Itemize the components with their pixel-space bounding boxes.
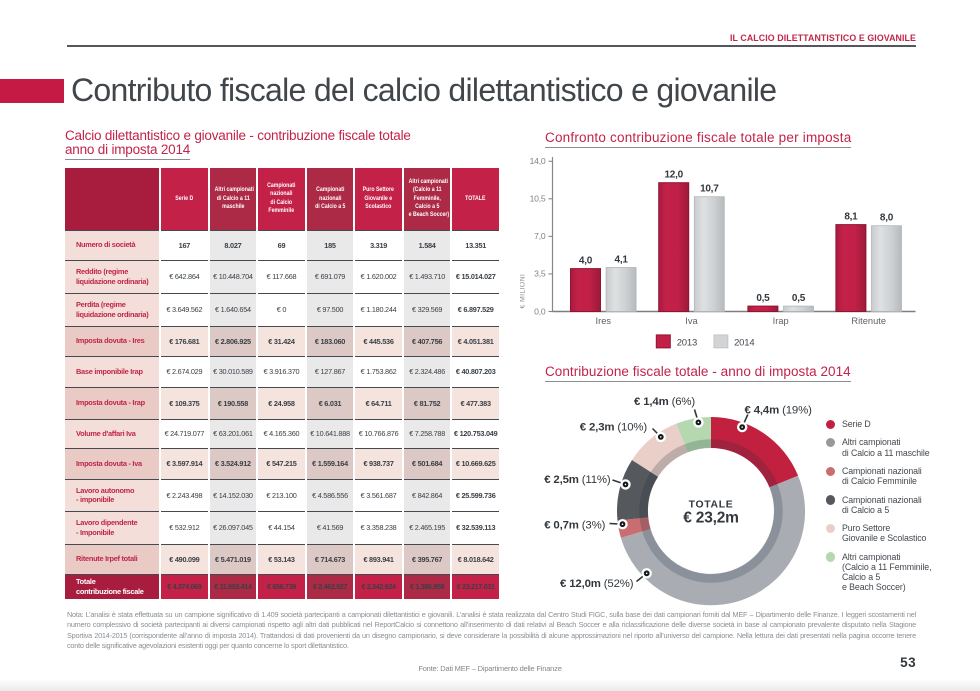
svg-text:Ires: Ires xyxy=(596,316,612,326)
svg-text:12,0: 12,0 xyxy=(664,170,683,181)
svg-text:€ 2,5m (11%): € 2,5m (11%) xyxy=(544,474,611,486)
svg-text:2013: 2013 xyxy=(677,337,697,348)
svg-text:Iva: Iva xyxy=(685,316,698,326)
svg-text:€ MILIONI: € MILIONI xyxy=(520,274,527,309)
svg-text:€ 1,4m (6%): € 1,4m (6%) xyxy=(634,396,695,408)
svg-text:€ 12,0m (52%): € 12,0m (52%) xyxy=(560,578,634,590)
svg-text:€ 23,2m: € 23,2m xyxy=(683,510,738,527)
svg-text:2014: 2014 xyxy=(734,337,754,348)
svg-text:€ 2,3m (10%): € 2,3m (10%) xyxy=(580,421,648,433)
svg-text:10,7: 10,7 xyxy=(700,184,719,195)
svg-text:0,5: 0,5 xyxy=(792,293,806,304)
svg-text:3,5: 3,5 xyxy=(534,269,546,279)
svg-text:8,0: 8,0 xyxy=(880,213,894,224)
svg-text:Ritenute: Ritenute xyxy=(851,316,886,326)
svg-text:4,1: 4,1 xyxy=(615,255,629,266)
svg-text:Irap: Irap xyxy=(773,316,789,326)
svg-text:4,0: 4,0 xyxy=(579,256,593,267)
svg-text:0,5: 0,5 xyxy=(756,293,770,304)
svg-text:TOTALE: TOTALE xyxy=(689,500,734,511)
svg-text:14,0: 14,0 xyxy=(530,156,546,166)
svg-text:7,0: 7,0 xyxy=(534,231,546,241)
svg-text:€ 0,7m (3%): € 0,7m (3%) xyxy=(544,520,605,532)
svg-text:8,1: 8,1 xyxy=(844,212,858,223)
svg-text:10,5: 10,5 xyxy=(530,193,546,203)
svg-text:0,0: 0,0 xyxy=(534,307,546,317)
svg-text:€ 4,4m (19%): € 4,4m (19%) xyxy=(745,405,813,417)
